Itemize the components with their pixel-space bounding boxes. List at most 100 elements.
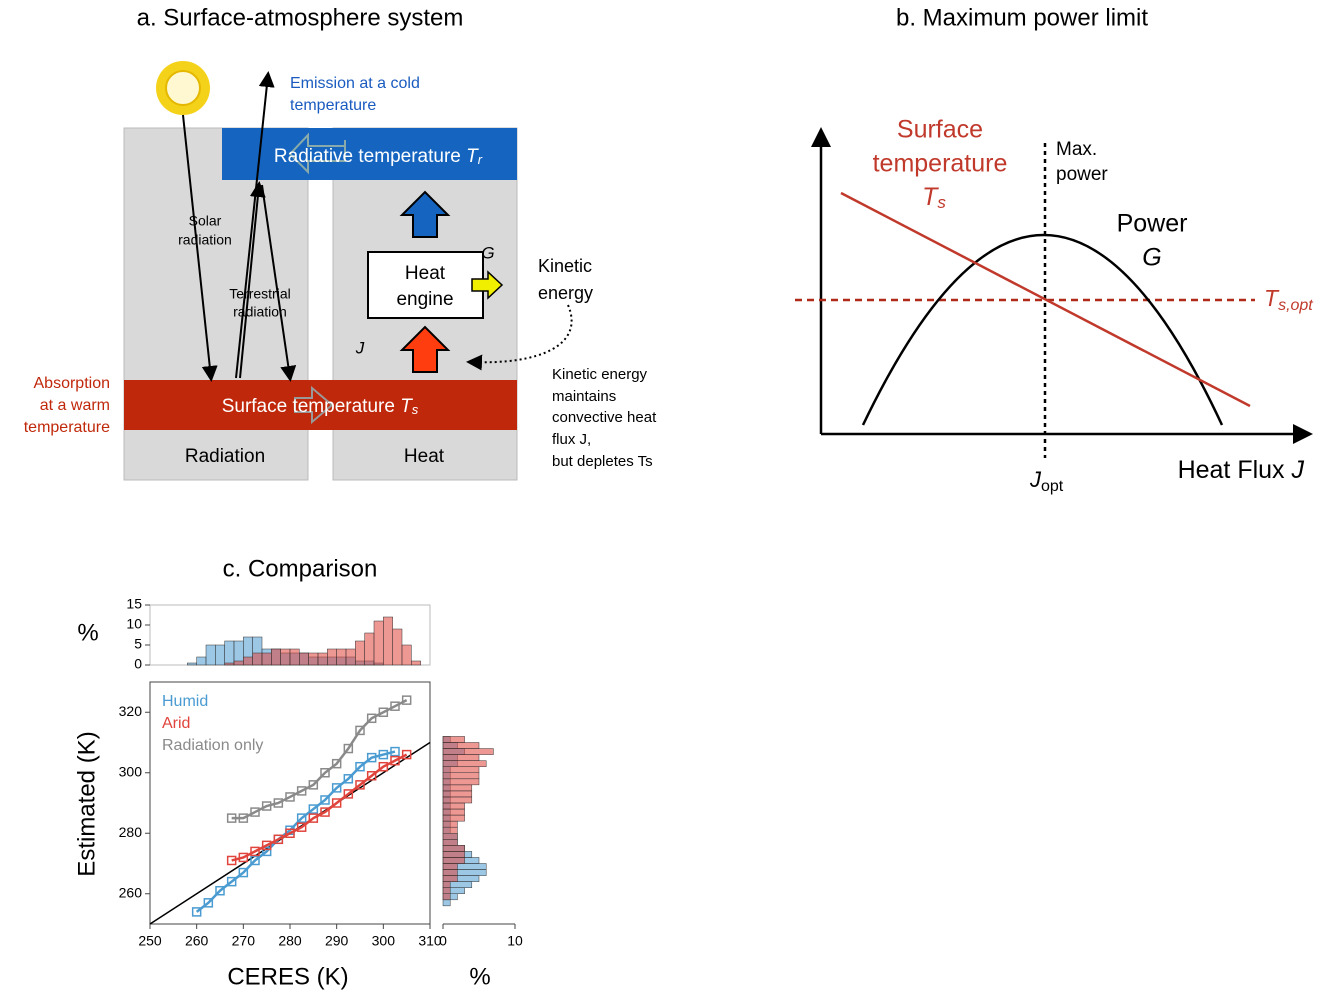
hist-bar [233, 660, 244, 666]
box-marker [203, 898, 214, 908]
max-power-label: power [1056, 164, 1108, 185]
y-axis-label: Estimated (K) [73, 731, 100, 876]
plot-frame [149, 681, 431, 925]
hist-bar [364, 632, 375, 666]
kinetic-label: energy [538, 283, 593, 303]
hist-bar [355, 640, 365, 666]
panel-title: b. Maximum power limit [896, 4, 1148, 31]
power-symbol: G [481, 243, 494, 262]
box-marker [261, 846, 272, 857]
hist-bar [442, 814, 465, 822]
terrestrial-label: Terrestrial [229, 286, 290, 302]
box-marker [343, 789, 354, 799]
x-tick-label: 300 [372, 933, 396, 949]
box-marker [366, 713, 377, 724]
hist-bar [196, 656, 207, 666]
hist-bar [442, 760, 487, 767]
panel-title: a. Surface-atmosphere system [137, 4, 464, 31]
column-label: Radiation [185, 446, 265, 467]
power-curve [861, 234, 1224, 426]
box-marker [320, 807, 330, 817]
panel-title: c. Comparison [223, 555, 378, 582]
series-line [231, 699, 408, 820]
hist-bar [271, 648, 281, 666]
hist-bar [442, 851, 465, 858]
x-tick-label: 10 [507, 933, 523, 949]
box-marker [320, 795, 330, 805]
yellow-arrow [471, 270, 504, 300]
box-marker [296, 822, 307, 832]
kinetic-label: Kinetic [538, 256, 592, 276]
jopt-label: Jopt [1029, 467, 1064, 495]
hist-bar [327, 648, 337, 666]
hist-bar [442, 863, 458, 870]
hist-bar [308, 652, 319, 666]
hist-bar [442, 899, 451, 907]
series-line [231, 753, 408, 862]
x-tick-label: 260 [185, 933, 209, 949]
hist-bar [442, 875, 458, 882]
hist-bar [442, 766, 480, 774]
note: maintains [552, 388, 616, 405]
hist-bar [299, 652, 309, 666]
surface-label: Surface [897, 116, 983, 144]
box-marker [401, 749, 412, 760]
note: but depletes Ts [552, 453, 653, 470]
box-marker [390, 746, 400, 757]
box-marker [285, 828, 295, 838]
note: convective heat [552, 409, 657, 426]
solar-arrow [182, 114, 218, 382]
hist-bar [392, 628, 403, 666]
box-marker [250, 807, 260, 817]
power-label: Power [1117, 210, 1188, 238]
box-marker [261, 801, 272, 811]
hist-bar [442, 784, 473, 792]
hist-bar [383, 616, 393, 666]
box-marker [355, 780, 365, 790]
x-tick-label: 310 [418, 933, 442, 949]
power-symbol: G [1142, 244, 1161, 272]
panel-b: b. Maximum power limit Surface temperatu… [795, 4, 1313, 495]
y-axis-label: % [77, 619, 98, 646]
legend-entry: Humid [162, 693, 208, 710]
hist-bar [442, 736, 465, 743]
y-tick-label: 15 [126, 596, 142, 612]
legend-entry: Arid [162, 715, 190, 732]
x-axis-label: % [469, 963, 490, 990]
box-marker [238, 867, 249, 878]
box-marker [308, 804, 319, 814]
hist-bar [224, 640, 235, 666]
hist-bar [442, 748, 494, 755]
hist-bar [243, 656, 253, 666]
hist-bar [442, 754, 480, 761]
hist-bar [442, 820, 458, 828]
box-marker [355, 761, 365, 772]
x-tick-label: 250 [138, 933, 162, 949]
hist-bar [442, 808, 465, 816]
surface-label: temperature [873, 150, 1008, 178]
ts-line [840, 191, 1251, 408]
box-marker [378, 707, 389, 717]
x-tick-label: 270 [232, 933, 256, 949]
box-marker [238, 813, 249, 823]
legend-entry: Radiation only [162, 737, 263, 754]
emission-label: Emission at a cold [290, 75, 420, 92]
box-marker [215, 885, 225, 896]
hist-bar [442, 881, 451, 888]
hist-bar [442, 826, 458, 834]
box-marker [226, 855, 237, 866]
y-tick-label: 320 [119, 703, 143, 719]
box-marker [296, 786, 307, 796]
hist-bar [442, 802, 465, 810]
hist-bar [442, 887, 451, 895]
box-marker [226, 813, 237, 823]
box-marker [366, 752, 377, 763]
box-marker [191, 907, 202, 917]
box-marker [331, 783, 342, 793]
hist-bar [442, 796, 473, 804]
hist-bar [280, 648, 291, 666]
box-marker [378, 749, 389, 760]
hist-bar [289, 648, 300, 666]
note: Kinetic energy [552, 366, 648, 383]
box-marker [343, 774, 354, 784]
